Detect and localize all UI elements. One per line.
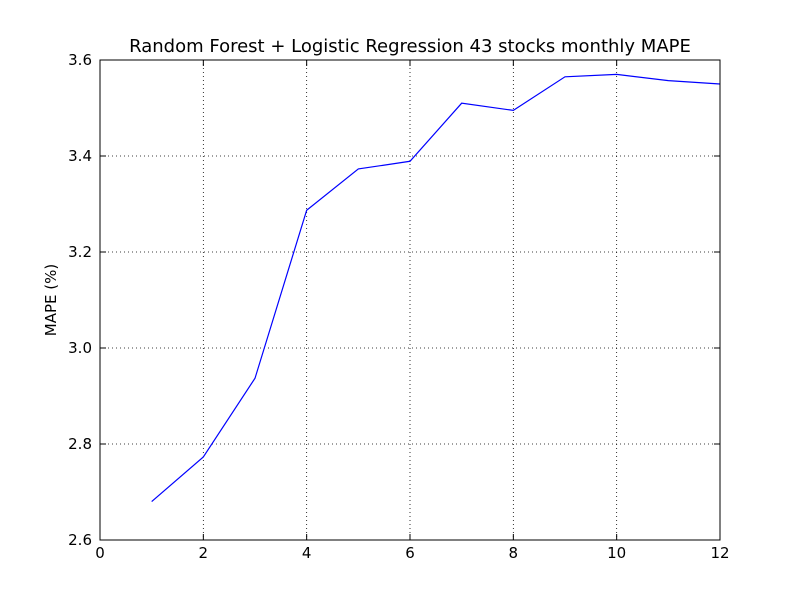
x-tick-label: 4 (302, 544, 312, 562)
y-tick-label: 2.6 (68, 531, 92, 549)
y-tick-label: 3.2 (68, 243, 92, 261)
plot-area (151, 73, 721, 503)
chart-title: Random Forest + Logistic Regression 43 s… (129, 36, 691, 57)
y-tick-label: 2.8 (68, 435, 92, 453)
y-tick-label: 3.6 (68, 51, 92, 69)
grid (100, 60, 720, 540)
x-tick-label: 8 (509, 544, 519, 562)
axis-ticks: 0 2 4 6 8 10 12 2.6 2.8 3.0 3.2 3.4 3.6 (68, 51, 729, 562)
y-axis-label: MAPE (%) (42, 264, 60, 336)
x-tick-label: 2 (199, 544, 209, 562)
x-tick-label: 10 (607, 544, 626, 562)
x-tick-label: 12 (710, 544, 729, 562)
y-tick-label: 3.4 (68, 147, 92, 165)
y-tick-label: 3.0 (68, 339, 92, 357)
series-line (151, 73, 721, 503)
x-tick-label: 0 (95, 544, 105, 562)
x-tick-label: 6 (405, 544, 415, 562)
